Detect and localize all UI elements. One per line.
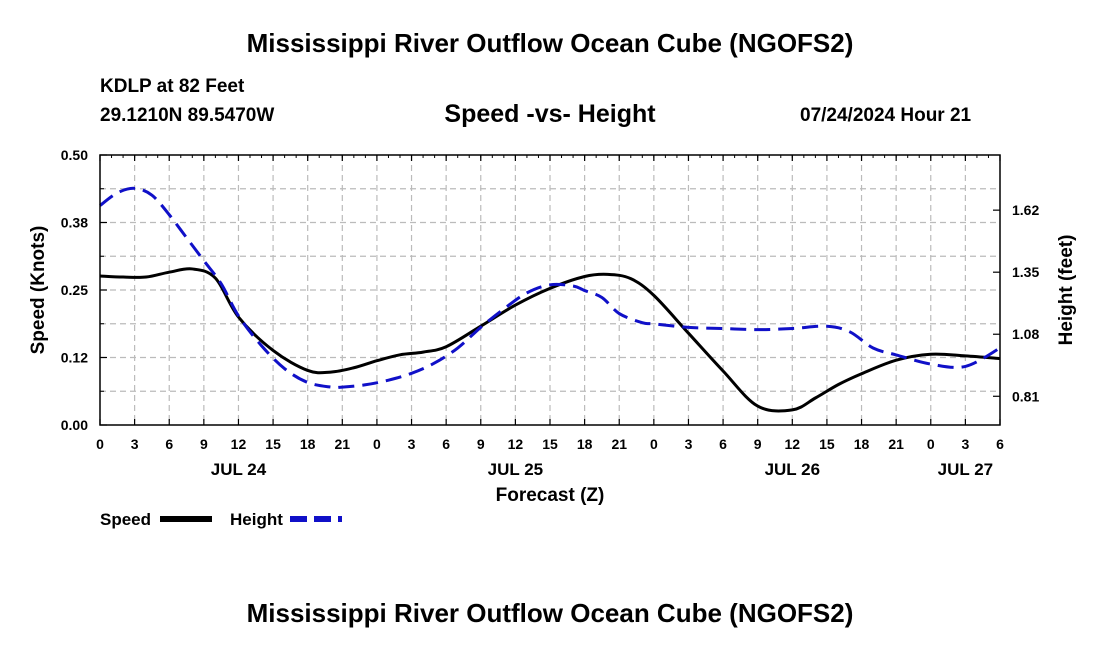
- x-tick-label: 0: [650, 436, 658, 452]
- date-label: JUL 24: [211, 460, 267, 479]
- y-tick-label: 0.12: [61, 350, 88, 366]
- x-tick-label: 21: [888, 436, 904, 452]
- x-tick-label: 15: [542, 436, 558, 452]
- x-tick-label: 9: [200, 436, 208, 452]
- y2-tick-label: 0.81: [1012, 388, 1039, 404]
- station-coordinates: 29.1210N 89.5470W: [100, 105, 275, 126]
- x-tick-label: 0: [927, 436, 935, 452]
- x-tick-label: 0: [373, 436, 381, 452]
- x-tick-label: 21: [335, 436, 351, 452]
- forecast-timestamp: 07/24/2024 Hour 21: [800, 105, 972, 126]
- y-tick-label: 0.50: [61, 147, 88, 163]
- y-axis-title: Speed (Knots): [28, 226, 49, 355]
- legend: Speed Height: [100, 510, 342, 529]
- x-tick-label: 18: [577, 436, 593, 452]
- date-label: JUL 26: [765, 460, 820, 479]
- y-tick-label: 0.38: [61, 215, 88, 231]
- station-name: KDLP at 82 Feet: [100, 76, 245, 97]
- x-tick-label: 12: [231, 436, 247, 452]
- axis-labels: 0 3 6 9 12 15 18 21 0 3 6 9 12 15 18 21 0 3 6 9 12 15 18 21 0 3 6J…: [28, 147, 1077, 506]
- date-label: JUL 27: [938, 460, 993, 479]
- height-series-line: [99, 186, 1001, 390]
- x-tick-label: 6: [442, 436, 450, 452]
- x-tick-label: 3: [408, 436, 416, 452]
- x-tick-label: 18: [854, 436, 870, 452]
- x-tick-label: 3: [131, 436, 139, 452]
- axis-ticks: [99, 154, 1001, 426]
- x-tick-label: 6: [996, 436, 1004, 452]
- y2-tick-label: 1.62: [1012, 202, 1039, 218]
- chart-subtitle: Speed -vs- Height: [444, 100, 656, 128]
- x-tick-label: 0: [96, 436, 104, 452]
- date-label: JUL 25: [488, 460, 543, 479]
- x-tick-label: 9: [754, 436, 762, 452]
- page-title: Mississippi River Outflow Ocean Cube (NG…: [246, 28, 854, 58]
- x-tick-label: 12: [785, 436, 801, 452]
- y2-axis-title: Height (feet): [1056, 235, 1077, 346]
- y-tick-label: 0.25: [61, 282, 88, 298]
- footer-title: Mississippi River Outflow Ocean Cube (NG…: [246, 598, 854, 628]
- legend-label-speed: Speed: [100, 510, 151, 529]
- x-tick-label: 12: [508, 436, 524, 452]
- legend-label-height: Height: [230, 510, 283, 529]
- x-tick-label: 18: [300, 436, 316, 452]
- x-tick-label: 6: [719, 436, 727, 452]
- y2-tick-label: 1.08: [1012, 326, 1039, 342]
- x-tick-label: 15: [819, 436, 835, 452]
- x-tick-label: 15: [265, 436, 281, 452]
- x-tick-label: 3: [685, 436, 693, 452]
- y2-tick-label: 1.35: [1012, 264, 1039, 280]
- x-tick-label: 9: [477, 436, 485, 452]
- x-tick-label: 3: [961, 436, 969, 452]
- y-tick-label: 0.00: [61, 417, 88, 433]
- series-lines: [99, 186, 1001, 413]
- x-axis-title: Forecast (Z): [496, 485, 605, 506]
- x-tick-label: 21: [611, 436, 627, 452]
- x-tick-label: 6: [165, 436, 173, 452]
